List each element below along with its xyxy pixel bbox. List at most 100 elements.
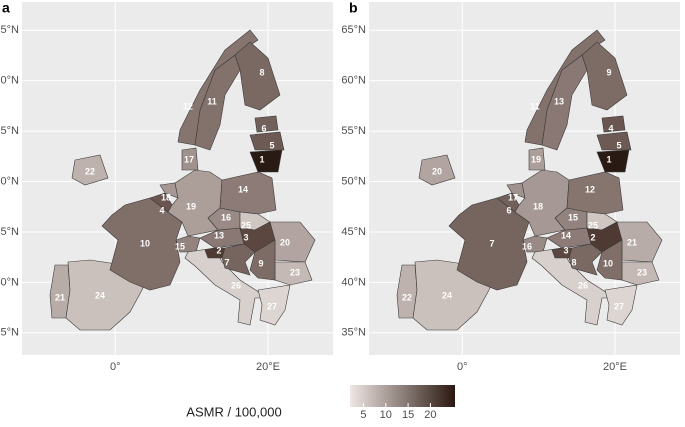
region-label: 22 — [85, 166, 95, 176]
region-label: 26 — [578, 280, 588, 290]
region-label: 19 — [186, 201, 196, 211]
legend-title: ASMR / 100,000 — [186, 404, 281, 419]
region-label: 24 — [95, 290, 105, 300]
region-label: 11 — [207, 96, 217, 106]
region-label: 22 — [402, 292, 412, 302]
y-tick-label: 40°N — [341, 276, 366, 288]
region-label: 2 — [216, 245, 221, 255]
region-label: 27 — [267, 301, 277, 311]
region — [71, 154, 109, 186]
region — [249, 131, 285, 151]
region-label: 10 — [140, 238, 150, 248]
region-label: 15 — [568, 212, 578, 222]
region-label: 5 — [269, 140, 274, 150]
region — [234, 41, 281, 111]
region-label: 18 — [161, 192, 171, 202]
region-label: 16 — [221, 212, 231, 222]
region-label: 9 — [258, 258, 263, 268]
region — [596, 131, 632, 151]
y-tick-label: 55°N — [0, 125, 19, 137]
region-label: 25 — [241, 220, 251, 230]
region-label: 10 — [603, 258, 613, 268]
y-tick-label: 40°N — [0, 276, 19, 288]
region-label: 2 — [590, 232, 595, 242]
region-label: 12 — [183, 101, 193, 111]
colorbar-tick-label: 15 — [402, 409, 414, 421]
region-label: 11 — [530, 101, 540, 111]
region-label: 23 — [290, 267, 300, 277]
region — [531, 247, 617, 326]
region-label: 15 — [175, 241, 185, 251]
region — [254, 115, 279, 133]
region — [184, 247, 270, 326]
y-tick-label: 60°N — [0, 75, 19, 87]
y-tick-label: 35°N — [341, 327, 366, 339]
colorbar-tick-label: 10 — [380, 409, 392, 421]
region — [249, 239, 276, 281]
region-label: 14 — [561, 230, 571, 240]
region-label: 1 — [606, 154, 611, 164]
y-tick-label: 65°N — [0, 24, 19, 36]
region-label: 26 — [231, 280, 241, 290]
region-label: 16 — [522, 241, 532, 251]
panel-letter: b — [349, 0, 358, 16]
region-label: 8 — [571, 257, 576, 267]
region-label: 23 — [637, 267, 647, 277]
region-label: 3 — [563, 245, 568, 255]
region-label: 4 — [608, 123, 613, 133]
y-tick-label: 35°N — [0, 327, 19, 339]
region-label: 6 — [261, 123, 266, 133]
region-label: 20 — [432, 166, 442, 176]
region-label: 13 — [214, 230, 224, 240]
x-tick-label: 0° — [110, 361, 121, 373]
region — [522, 235, 548, 253]
y-tick-label: 45°N — [341, 226, 366, 238]
region-label: 14 — [238, 184, 248, 194]
region — [581, 41, 628, 111]
region — [551, 247, 573, 259]
region-label: 27 — [614, 301, 624, 311]
region — [596, 239, 623, 281]
region-label: 21 — [55, 292, 65, 302]
region-label: 7 — [489, 238, 494, 248]
region — [418, 154, 456, 186]
y-tick-label: 45°N — [0, 226, 19, 238]
region-label: 4 — [159, 205, 164, 215]
region-label: 13 — [554, 96, 564, 106]
region-label: 7 — [224, 257, 229, 267]
region-label: 18 — [533, 201, 543, 211]
region — [604, 284, 638, 326]
region-label: 17 — [184, 154, 194, 164]
region-label: 25 — [588, 220, 598, 230]
colorbar-tick-label: 20 — [424, 409, 436, 421]
region — [257, 284, 291, 326]
panel-letter: a — [2, 0, 10, 16]
region-label: 24 — [442, 290, 452, 300]
x-tick-label: 0° — [457, 361, 468, 373]
region-label: 5 — [616, 140, 621, 150]
region-label: 21 — [627, 237, 637, 247]
region-label: 12 — [585, 184, 595, 194]
y-tick-label: 55°N — [341, 125, 366, 137]
y-tick-label: 50°N — [0, 175, 19, 187]
x-tick-label: 20°E — [603, 361, 627, 373]
region — [204, 247, 226, 259]
colorbar-tick-label: 5 — [360, 409, 366, 421]
region — [175, 235, 201, 253]
region-label: 1 — [259, 154, 264, 164]
y-tick-label: 60°N — [341, 75, 366, 87]
region — [181, 147, 199, 171]
region — [596, 149, 630, 173]
y-tick-label: 65°N — [341, 24, 366, 36]
region-label: 3 — [243, 232, 248, 242]
x-tick-label: 20°E — [256, 361, 280, 373]
region — [568, 243, 603, 276]
region — [566, 171, 624, 215]
colorbar — [350, 385, 455, 407]
region-label: 17 — [508, 192, 518, 202]
y-tick-label: 50°N — [341, 175, 366, 187]
region-label: 20 — [280, 237, 290, 247]
region-label: 9 — [606, 67, 611, 77]
region — [221, 243, 256, 276]
